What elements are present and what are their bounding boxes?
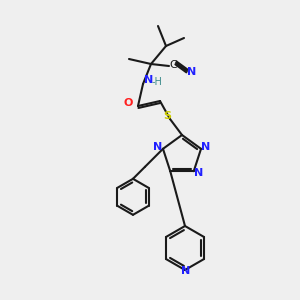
Text: -H: -H <box>152 77 162 87</box>
Text: N: N <box>201 142 211 152</box>
Text: N: N <box>144 75 154 85</box>
Text: N: N <box>194 168 203 178</box>
Text: N: N <box>182 266 190 276</box>
Text: O: O <box>123 98 133 108</box>
Text: C: C <box>169 60 177 70</box>
Text: N: N <box>188 67 196 77</box>
Text: N: N <box>153 142 163 152</box>
Text: S: S <box>163 111 171 121</box>
